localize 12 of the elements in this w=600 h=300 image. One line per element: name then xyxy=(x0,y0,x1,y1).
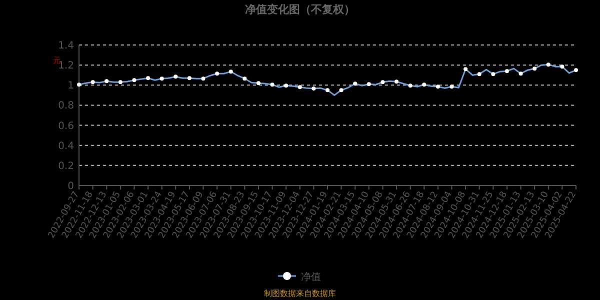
chart-title: 净值变化图（不复权） xyxy=(245,3,355,16)
y-tick-label: 0.2 xyxy=(58,160,74,172)
y-tick-label: 1.4 xyxy=(58,40,74,52)
y-tick-label: 0.6 xyxy=(58,120,74,132)
text: 制图数据来自数据库 xyxy=(264,289,336,298)
y-axis-title: 元 xyxy=(53,56,61,65)
y-tick-label: 1 xyxy=(68,80,74,92)
y-tick-label: 0.8 xyxy=(58,100,74,112)
y-tick-label: 0.4 xyxy=(58,140,74,152)
legend-label: 净值 xyxy=(301,271,321,283)
y-tick-label: 0 xyxy=(68,181,74,192)
y-tick-label: 1.2 xyxy=(58,60,74,72)
